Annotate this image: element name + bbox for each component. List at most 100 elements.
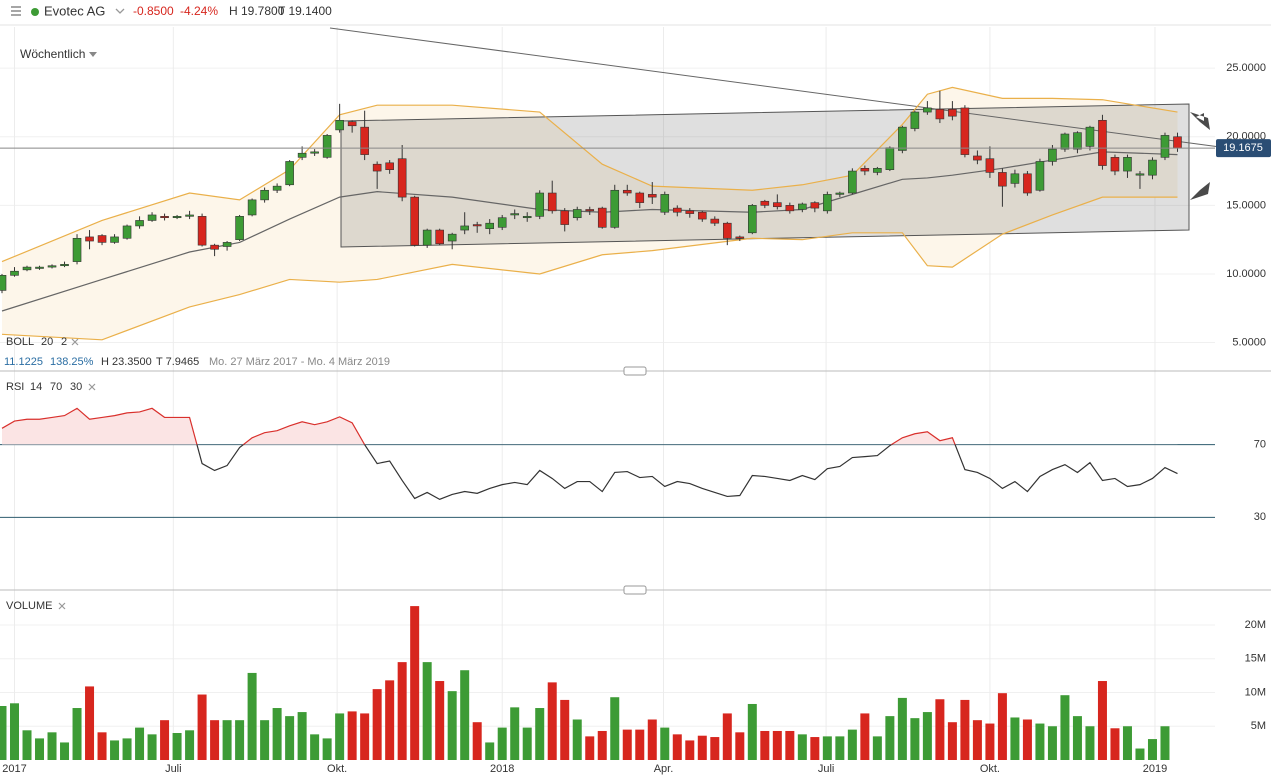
boll-stat: 11.1225	[4, 356, 43, 368]
volume-bar	[885, 716, 895, 760]
price-channel[interactable]	[340, 103, 1190, 248]
menu-icon[interactable]	[11, 6, 21, 16]
volume-bar	[660, 727, 670, 760]
candle-body	[135, 220, 144, 227]
candle-body	[810, 202, 820, 209]
volume-bar	[322, 738, 332, 760]
candle-body	[72, 237, 82, 262]
volume-bar	[1072, 716, 1082, 760]
candle-body	[1085, 126, 1095, 147]
overbought-fill	[2, 408, 1178, 445]
volume-bar	[122, 738, 132, 760]
indicator-period: 20	[41, 336, 53, 348]
y-tick-label: 10.0000	[1226, 268, 1266, 280]
plot-layer: 5.000010.000015.000020.000025.000019.167…	[0, 62, 1271, 775]
candle-body	[935, 109, 945, 120]
candle-body	[948, 109, 957, 117]
volume-bar	[797, 734, 807, 760]
candle-body	[285, 161, 294, 186]
day-low: T 19.1400	[278, 4, 332, 18]
volume-bar	[547, 682, 557, 760]
candle-body	[572, 209, 582, 219]
candle-body	[760, 200, 770, 206]
candle-body	[110, 236, 119, 243]
candle-body	[85, 236, 94, 242]
panel-resize-handle[interactable]	[623, 366, 647, 376]
candle-body	[1098, 119, 1107, 166]
candle-body	[235, 216, 244, 240]
candle-body	[1173, 136, 1182, 149]
arrow-down	[1190, 112, 1210, 130]
volume-bar	[160, 720, 170, 760]
volume-bar	[1060, 695, 1070, 760]
y-tick-label: 70	[1254, 439, 1266, 451]
candle-body	[435, 229, 444, 245]
remove-indicator[interactable]	[71, 338, 79, 346]
candle-body	[410, 196, 419, 246]
interval-caret[interactable]	[89, 52, 97, 57]
volume-bar	[772, 730, 782, 760]
candle-body	[1110, 157, 1120, 172]
volume-bar	[60, 742, 70, 760]
candle-body	[722, 222, 732, 239]
trend-line[interactable]	[329, 27, 1221, 148]
y-tick-label: 20M	[1245, 619, 1266, 631]
candle-body	[647, 194, 657, 198]
candle-body	[785, 205, 795, 212]
x-tick-label: 2019	[1143, 763, 1167, 775]
volume-bar	[647, 719, 657, 760]
candle-body	[860, 168, 870, 172]
candle-body	[597, 207, 607, 228]
candle-body	[60, 264, 69, 267]
arrow-up	[1190, 182, 1210, 200]
volume-bar	[72, 708, 82, 760]
volume-bar	[1147, 739, 1157, 760]
candle-body	[1123, 157, 1132, 172]
remove-indicator[interactable]	[58, 602, 66, 610]
volume-bar	[410, 606, 420, 760]
rsi-line	[196, 444, 1178, 501]
volume-bar	[910, 718, 920, 760]
candle-body	[1023, 173, 1032, 194]
volume-bar	[585, 736, 595, 760]
candle-body	[147, 214, 157, 221]
volume-bar	[1035, 723, 1045, 760]
volume-legend: VOLUME	[6, 600, 66, 612]
remove-indicator[interactable]	[88, 383, 96, 391]
candle-body	[472, 224, 482, 227]
interval-selector[interactable]: Wöchentlich	[20, 47, 85, 61]
panel-resize-handle[interactable]	[623, 585, 647, 595]
volume-bar	[347, 711, 357, 760]
volume-bar	[110, 740, 120, 760]
x-tick-label: Juli	[818, 763, 835, 775]
drawing-tools[interactable]	[329, 27, 1221, 248]
boll-legend: BOLL 20 2 11.1225 138.25% H 23.3500 T 7.…	[4, 336, 390, 368]
indicator-stddev: 2	[61, 336, 67, 348]
volume-bar	[360, 713, 370, 760]
volume-bar	[760, 730, 770, 760]
symbol[interactable]: Evotec AG	[44, 3, 105, 18]
candle-body	[272, 185, 282, 191]
volume-bar	[472, 722, 482, 760]
candle-body	[1135, 173, 1145, 176]
indicator-level: 30	[70, 381, 82, 393]
candle-body	[547, 192, 557, 212]
volume-bar	[447, 691, 457, 760]
symbol-dropdown[interactable]	[115, 8, 125, 14]
candle-body	[985, 158, 995, 173]
volume-bar	[622, 729, 632, 760]
status-dot	[31, 8, 39, 16]
volume-bar	[222, 720, 232, 760]
indicator-name: BOLL	[6, 336, 34, 348]
candle-body	[122, 225, 132, 239]
x-tick-label: 2017	[2, 763, 26, 775]
rsi-legend: RSI 14 70 30	[6, 381, 96, 393]
volume-bar	[1160, 726, 1170, 760]
indicator-period: 14	[30, 381, 42, 393]
volume-bar	[735, 732, 745, 760]
y-tick-label: 25.0000	[1226, 62, 1266, 74]
candle-body	[910, 111, 920, 129]
candle-body	[222, 242, 232, 247]
volume-bar	[85, 686, 95, 760]
